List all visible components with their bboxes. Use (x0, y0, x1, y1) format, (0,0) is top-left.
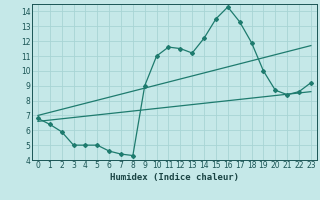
X-axis label: Humidex (Indice chaleur): Humidex (Indice chaleur) (110, 173, 239, 182)
